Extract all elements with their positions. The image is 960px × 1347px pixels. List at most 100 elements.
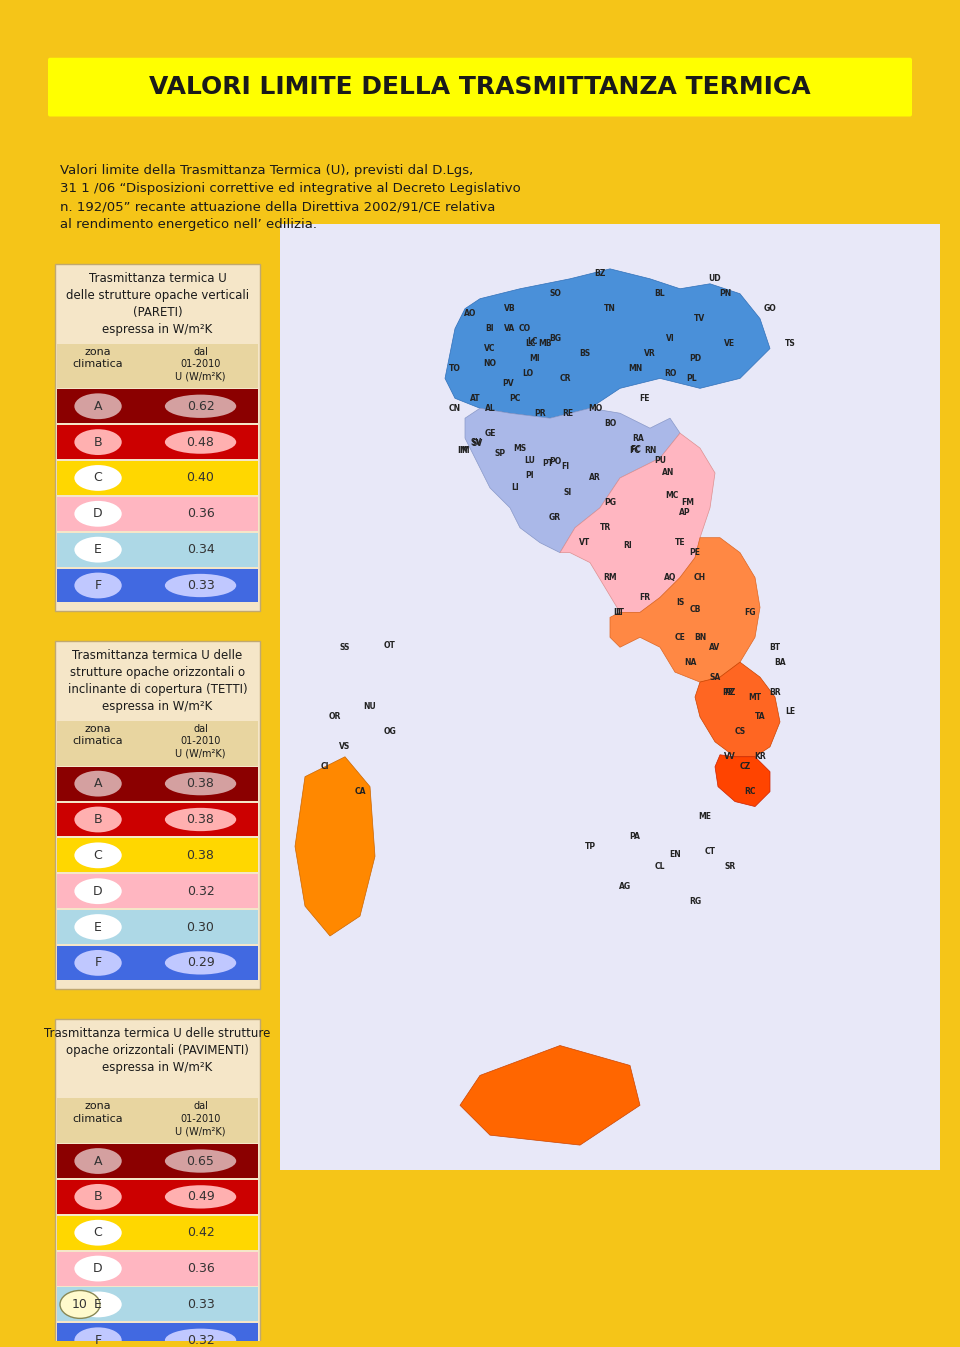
Text: PV: PV: [502, 379, 514, 388]
Ellipse shape: [74, 878, 122, 904]
Text: 0.38: 0.38: [186, 777, 214, 791]
Polygon shape: [460, 1045, 640, 1145]
Text: FG: FG: [744, 607, 756, 617]
Ellipse shape: [74, 807, 122, 832]
Text: dal
01-2010
U (W/m²K): dal 01-2010 U (W/m²K): [176, 346, 226, 381]
Text: TE: TE: [675, 539, 685, 547]
Text: C: C: [94, 471, 103, 485]
Text: BZ: BZ: [594, 269, 606, 279]
Text: AT: AT: [469, 393, 480, 403]
Text: C: C: [94, 849, 103, 862]
Text: PC: PC: [510, 393, 520, 403]
Text: TP: TP: [585, 842, 595, 851]
Text: EN: EN: [669, 850, 681, 859]
Text: AP: AP: [679, 508, 691, 517]
Ellipse shape: [165, 395, 236, 418]
Text: BA: BA: [774, 657, 786, 667]
Text: 0.40: 0.40: [186, 471, 214, 485]
Text: LC: LC: [528, 337, 539, 346]
Text: GR: GR: [549, 513, 561, 523]
Text: zona
climatica: zona climatica: [73, 723, 124, 746]
Text: RA: RA: [632, 434, 644, 443]
Text: Valori limite della Trasmittanza Termica (U), previsti dal D.Lgs,
31 1 /06 “Disp: Valori limite della Trasmittanza Termica…: [60, 164, 520, 232]
Text: PL: PL: [686, 374, 697, 383]
Text: E: E: [94, 920, 102, 933]
Text: FM: FM: [682, 498, 694, 508]
Ellipse shape: [165, 772, 236, 795]
Ellipse shape: [74, 950, 122, 975]
Text: SI: SI: [564, 489, 572, 497]
Text: SO: SO: [549, 290, 561, 298]
Text: A: A: [94, 400, 103, 412]
Text: E: E: [94, 1299, 102, 1311]
Text: IS: IS: [676, 598, 684, 607]
Text: KR: KR: [755, 752, 766, 761]
Text: PZ: PZ: [724, 687, 735, 696]
Ellipse shape: [165, 951, 236, 974]
FancyBboxPatch shape: [55, 264, 260, 612]
Text: B: B: [94, 435, 103, 449]
FancyBboxPatch shape: [57, 721, 258, 765]
Ellipse shape: [165, 431, 236, 454]
Ellipse shape: [74, 770, 122, 796]
Text: BS: BS: [580, 349, 590, 358]
Text: 0.30: 0.30: [186, 920, 214, 933]
Text: B: B: [94, 1191, 103, 1203]
Text: SS: SS: [340, 643, 350, 652]
Text: F: F: [94, 1334, 102, 1347]
FancyBboxPatch shape: [280, 224, 940, 1171]
FancyBboxPatch shape: [57, 343, 258, 388]
Text: 0.65: 0.65: [186, 1154, 214, 1168]
Text: SA: SA: [709, 672, 721, 682]
Text: AO: AO: [464, 310, 476, 318]
Text: IM: IM: [458, 446, 468, 454]
Text: MO: MO: [588, 404, 602, 412]
Text: OR: OR: [329, 713, 341, 722]
Text: D: D: [93, 1262, 103, 1276]
Ellipse shape: [165, 1149, 236, 1173]
Text: FC: FC: [630, 446, 640, 454]
Text: AG: AG: [619, 882, 631, 890]
Polygon shape: [610, 537, 760, 682]
Text: PA: PA: [630, 832, 640, 841]
FancyBboxPatch shape: [57, 461, 258, 494]
Ellipse shape: [165, 1328, 236, 1347]
Ellipse shape: [74, 1184, 122, 1210]
FancyBboxPatch shape: [57, 497, 258, 531]
Text: CZ: CZ: [739, 762, 751, 772]
Text: SV: SV: [470, 438, 482, 447]
FancyBboxPatch shape: [57, 803, 258, 836]
Text: FR: FR: [639, 593, 651, 602]
Text: CB: CB: [689, 605, 701, 614]
Text: CN: CN: [449, 404, 461, 412]
Text: VV: VV: [724, 752, 736, 761]
Text: zona
climatica: zona climatica: [73, 1102, 124, 1123]
Text: MC: MC: [665, 492, 679, 500]
FancyBboxPatch shape: [57, 1216, 258, 1250]
Ellipse shape: [74, 393, 122, 419]
Text: 0.32: 0.32: [186, 885, 214, 897]
Text: IM: IM: [460, 446, 470, 454]
Ellipse shape: [74, 536, 122, 563]
FancyBboxPatch shape: [57, 389, 258, 423]
Text: TO: TO: [449, 364, 461, 373]
Text: PZ: PZ: [722, 687, 733, 696]
Text: MN: MN: [628, 364, 642, 373]
Text: RE: RE: [563, 408, 573, 418]
Text: PO: PO: [549, 457, 562, 466]
Text: TS: TS: [784, 339, 796, 348]
Text: CO: CO: [519, 325, 531, 333]
Text: D: D: [93, 885, 103, 897]
Text: D: D: [93, 508, 103, 520]
Text: PT: PT: [542, 458, 554, 467]
Text: A: A: [94, 1154, 103, 1168]
FancyBboxPatch shape: [57, 1144, 258, 1179]
Text: 0.36: 0.36: [186, 508, 214, 520]
FancyBboxPatch shape: [57, 911, 258, 944]
Text: MB: MB: [539, 339, 552, 348]
Ellipse shape: [165, 1185, 236, 1208]
Text: CR: CR: [560, 374, 571, 383]
Text: FI: FI: [561, 462, 569, 470]
FancyBboxPatch shape: [57, 1098, 258, 1144]
Text: VE: VE: [725, 339, 735, 348]
